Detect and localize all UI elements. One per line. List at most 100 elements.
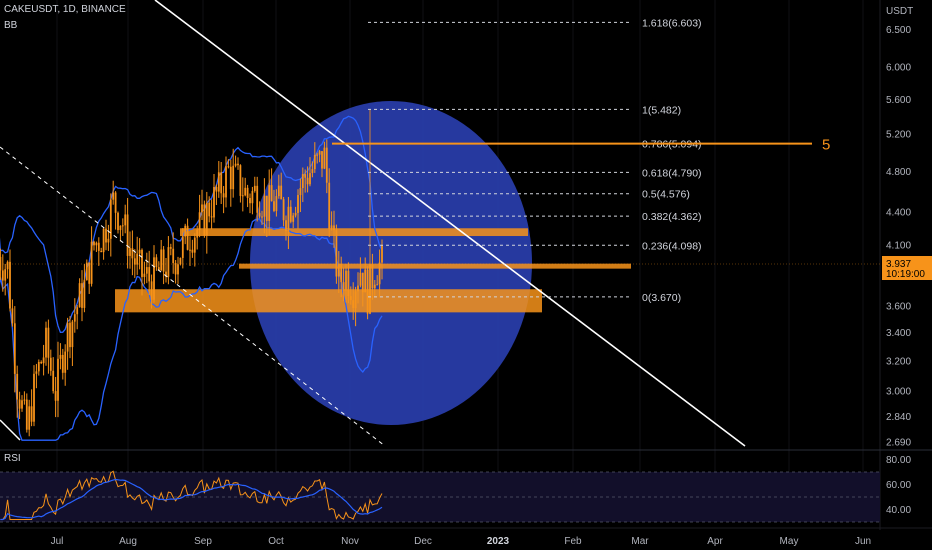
candle-body (227, 166, 230, 168)
candle-body (145, 267, 148, 274)
candle-body (18, 399, 21, 409)
candle-body (330, 225, 333, 229)
price-tick: 6.000 (886, 63, 911, 74)
zone-2 (115, 289, 542, 313)
candle-body (76, 307, 79, 315)
candle-body (95, 242, 98, 246)
price-tick: 5.200 (886, 130, 911, 141)
candle-body (309, 173, 311, 185)
candle-body (349, 296, 352, 301)
fib-level-label: 0.5(4.576) (642, 189, 690, 201)
price-tick: 6.500 (886, 25, 911, 36)
time-axis[interactable]: Jul Aug Sep Oct Nov Dec 2023 Feb Mar Apr May Jun (0, 527, 932, 547)
rsi-tick: 80.00 (886, 455, 911, 466)
indicator-label[interactable]: BB (4, 20, 18, 31)
candle-body (148, 267, 151, 282)
candle-body (297, 195, 299, 213)
candle-body (160, 249, 163, 271)
price-axis[interactable]: USDT 6.500 6.000 5.600 5.200 4.800 4.400 4.100 3… (0, 0, 932, 530)
fib-extension[interactable]: 1.618(6.603)1(5.482)0.786(5.094)50.618(4… (332, 17, 830, 304)
candle-body (129, 248, 131, 256)
candle-body (114, 192, 117, 213)
candle-body (205, 202, 208, 236)
candle-body (294, 212, 297, 216)
candle-body (9, 261, 11, 309)
price-tick: 2.690 (886, 437, 911, 448)
time-label: May (780, 536, 799, 547)
price-tick: 4.400 (886, 208, 911, 219)
price-tick: 4.800 (886, 167, 911, 178)
candle-body (4, 269, 7, 281)
time-label: Sep (194, 536, 212, 547)
candle-body (318, 151, 321, 155)
candle-body (78, 283, 81, 308)
candle-body (304, 174, 307, 178)
candle-body (270, 185, 273, 202)
candle-body (229, 166, 232, 190)
candle-body (381, 245, 383, 263)
candle-body (172, 248, 175, 264)
support-zones (115, 228, 631, 313)
candle-body (69, 322, 71, 348)
candle-body (313, 154, 316, 170)
candle-body (265, 195, 268, 221)
candle-body (268, 185, 271, 221)
fib-level-label: 1.618(6.603) (642, 17, 702, 29)
candle-body (124, 214, 127, 226)
candle-body (198, 212, 201, 230)
time-label: 2023 (487, 536, 510, 547)
candle-body (220, 172, 223, 194)
candle-body (373, 284, 376, 289)
candle-body (328, 182, 331, 229)
candle-body (6, 261, 9, 270)
candle-body (244, 187, 247, 196)
candle-body (71, 321, 74, 348)
candle-body (280, 185, 283, 200)
candle-body (13, 323, 16, 374)
candle-body (311, 169, 314, 174)
time-label: Aug (119, 536, 137, 547)
candle-body (196, 229, 199, 238)
candle-body (61, 354, 64, 373)
candle-body (258, 212, 261, 217)
candle-body (277, 185, 280, 197)
highlight-circle (250, 101, 532, 425)
candle-body (354, 291, 357, 309)
time-label: Nov (341, 536, 359, 547)
candle-body (203, 204, 206, 236)
descending-trendline (154, 0, 746, 447)
zone-1 (239, 263, 631, 269)
candle-body (376, 284, 379, 286)
candle-body (42, 357, 45, 364)
candle-body (299, 188, 302, 196)
symbol-title[interactable]: CAKEUSDT, 1D, BINANCE (4, 4, 126, 15)
candle-body (109, 199, 112, 239)
fib-level-label: 0(3.670) (642, 292, 681, 304)
time-label: Oct (268, 536, 284, 547)
candle-body (155, 257, 158, 268)
wave-label: 5 (822, 137, 830, 154)
candle-body (289, 206, 292, 222)
candle-body (66, 322, 69, 352)
trendlines[interactable] (0, 0, 746, 447)
candle-body (181, 236, 184, 258)
candle-body (40, 361, 43, 364)
candle-body (21, 400, 23, 409)
time-label: Dec (414, 536, 432, 547)
candle-body (85, 262, 88, 281)
highlight-ellipse (250, 101, 532, 425)
fib-level-label: 0.618(4.790) (642, 167, 702, 179)
candle-body (287, 206, 290, 232)
candle-body (234, 163, 237, 166)
candle-body (340, 263, 343, 283)
candle-body (81, 283, 83, 308)
candle-body (131, 248, 134, 259)
candle-body (138, 249, 141, 254)
candle-body (126, 214, 129, 256)
bollinger-bands (0, 115, 383, 441)
candle-body (45, 327, 47, 358)
candle-body (184, 225, 187, 237)
time-label: Apr (707, 536, 723, 547)
candle-body (35, 371, 38, 374)
